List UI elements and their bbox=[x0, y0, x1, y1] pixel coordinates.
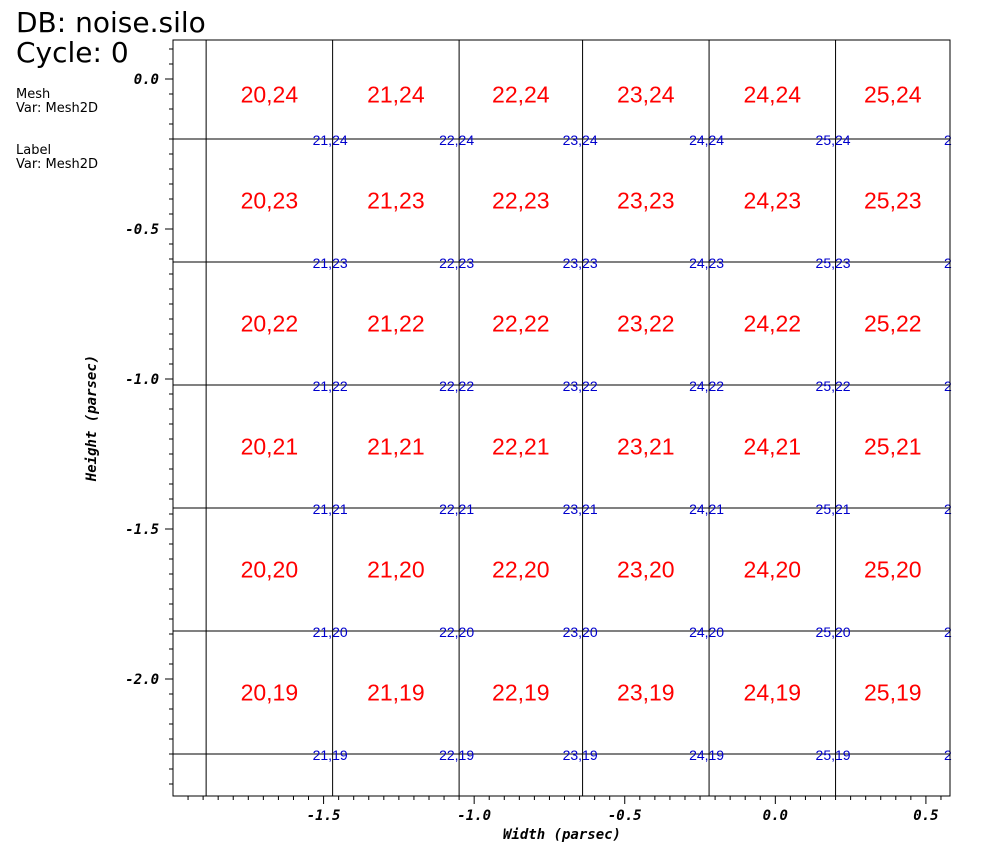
node-label: 24,21 bbox=[689, 501, 724, 517]
x-tick-label: -1.0 bbox=[457, 808, 491, 824]
node-label: 25,19 bbox=[816, 747, 851, 763]
mesh-legend: Mesh Var: Mesh2D bbox=[16, 88, 98, 116]
node-label: 21,20 bbox=[313, 624, 348, 640]
zone-label: 23,21 bbox=[617, 434, 675, 460]
node-label: 21,19 bbox=[313, 747, 348, 763]
node-label: 24,24 bbox=[689, 132, 724, 148]
node-label: 2 bbox=[944, 747, 952, 763]
zone-label: 22,21 bbox=[492, 434, 550, 460]
node-label: 24,19 bbox=[689, 747, 724, 763]
node-label: 2 bbox=[944, 132, 952, 148]
node-label: 25,21 bbox=[816, 501, 851, 517]
mesh-lines bbox=[173, 40, 950, 796]
mesh-legend-name: Mesh bbox=[16, 87, 51, 102]
zone-label: 24,19 bbox=[744, 680, 802, 706]
zone-label: 24,23 bbox=[744, 188, 802, 214]
label-legend-var: Var: Mesh2D bbox=[16, 157, 98, 172]
node-labels: 21,24 22,24 23,24 24,24 25,24 2 21,23 22,23 23,2… bbox=[313, 132, 952, 763]
node-label: 25,20 bbox=[816, 624, 851, 640]
zone-label: 22,24 bbox=[492, 82, 550, 108]
zone-label: 25,24 bbox=[864, 82, 922, 108]
y-tick-label: -0.5 bbox=[125, 222, 159, 238]
node-label: 23,20 bbox=[563, 624, 598, 640]
mesh-legend-var: Var: Mesh2D bbox=[16, 101, 98, 116]
zone-label: 25,22 bbox=[864, 311, 922, 337]
zone-label: 25,23 bbox=[864, 188, 922, 214]
node-label: 25,24 bbox=[816, 132, 851, 148]
database-title: DB: noise.silo bbox=[16, 6, 206, 39]
zone-label: 20,23 bbox=[241, 188, 299, 214]
zone-label: 23,22 bbox=[617, 311, 675, 337]
node-label: 23,22 bbox=[563, 378, 598, 394]
zone-label: 23,24 bbox=[617, 82, 675, 108]
node-label: 21,23 bbox=[313, 255, 348, 271]
zone-label: 24,20 bbox=[744, 557, 802, 583]
zone-label: 20,24 bbox=[241, 82, 299, 108]
label-legend-name: Label bbox=[16, 143, 52, 158]
y-axis-title: Height (parsec) bbox=[84, 355, 100, 482]
zone-label: 21,20 bbox=[367, 557, 425, 583]
node-label: 22,20 bbox=[439, 624, 474, 640]
x-tick-label: 0.0 bbox=[763, 808, 788, 824]
zone-label: 21,23 bbox=[367, 188, 425, 214]
zone-label: 20,19 bbox=[241, 680, 299, 706]
x-tick-label: -0.5 bbox=[608, 808, 642, 824]
y-tick-label: -1.0 bbox=[125, 372, 159, 388]
zone-label: 22,20 bbox=[492, 557, 550, 583]
node-label: 25,22 bbox=[816, 378, 851, 394]
zone-labels: 20,24 21,24 22,24 23,24 24,24 25,24 20,23 21,23… bbox=[241, 82, 922, 706]
node-label: 23,24 bbox=[563, 132, 598, 148]
zone-label: 21,19 bbox=[367, 680, 425, 706]
node-label: 25,23 bbox=[816, 255, 851, 271]
node-label: 22,21 bbox=[439, 501, 474, 517]
zone-label: 24,22 bbox=[744, 311, 802, 337]
zone-label: 22,19 bbox=[492, 680, 550, 706]
y-tick-label: 0.0 bbox=[134, 72, 159, 88]
zone-label: 25,21 bbox=[864, 434, 922, 460]
zone-label: 25,20 bbox=[864, 557, 922, 583]
node-label: 2 bbox=[944, 501, 952, 517]
x-tick-label: -1.5 bbox=[307, 808, 341, 824]
node-label: 23,21 bbox=[563, 501, 598, 517]
x-axis-title: Width (parsec) bbox=[503, 827, 621, 843]
node-label: 22,22 bbox=[439, 378, 474, 394]
node-label: 24,22 bbox=[689, 378, 724, 394]
label-legend: Label Var: Mesh2D bbox=[16, 144, 98, 172]
zone-label: 20,22 bbox=[241, 311, 299, 337]
cycle-label: Cycle: 0 bbox=[16, 36, 129, 69]
node-label: 21,21 bbox=[313, 501, 348, 517]
zone-label: 23,23 bbox=[617, 188, 675, 214]
node-label: 2 bbox=[944, 378, 952, 394]
plot-frame bbox=[172, 39, 951, 797]
x-tick-label: 0.5 bbox=[913, 808, 938, 824]
zone-label: 24,24 bbox=[744, 82, 802, 108]
zone-label: 25,19 bbox=[864, 680, 922, 706]
y-tick-label: -2.0 bbox=[125, 672, 159, 688]
zone-label: 21,24 bbox=[367, 82, 425, 108]
node-label: 21,24 bbox=[313, 132, 348, 148]
node-label: 2 bbox=[944, 255, 952, 271]
y-tick-label: -1.5 bbox=[125, 522, 159, 538]
zone-label: 22,23 bbox=[492, 188, 550, 214]
node-label: 23,23 bbox=[563, 255, 598, 271]
node-label: 2 bbox=[944, 624, 952, 640]
zone-label: 21,22 bbox=[367, 311, 425, 337]
node-label: 21,22 bbox=[313, 378, 348, 394]
zone-label: 23,20 bbox=[617, 557, 675, 583]
node-label: 22,24 bbox=[439, 132, 474, 148]
node-label: 23,19 bbox=[563, 747, 598, 763]
zone-label: 24,21 bbox=[744, 434, 802, 460]
zone-label: 22,22 bbox=[492, 311, 550, 337]
node-label: 24,20 bbox=[689, 624, 724, 640]
zone-label: 23,19 bbox=[617, 680, 675, 706]
zone-label: 20,20 bbox=[241, 557, 299, 583]
node-label: 24,23 bbox=[689, 255, 724, 271]
node-label: 22,23 bbox=[439, 255, 474, 271]
node-label: 22,19 bbox=[439, 747, 474, 763]
zone-label: 20,21 bbox=[241, 434, 299, 460]
zone-label: 21,21 bbox=[367, 434, 425, 460]
plot-axes: -1.5 -1.0 -0.5 0.0 0.5 0.0 -0.5 -1.0 -1.5 -2.0 bbox=[125, 39, 951, 824]
